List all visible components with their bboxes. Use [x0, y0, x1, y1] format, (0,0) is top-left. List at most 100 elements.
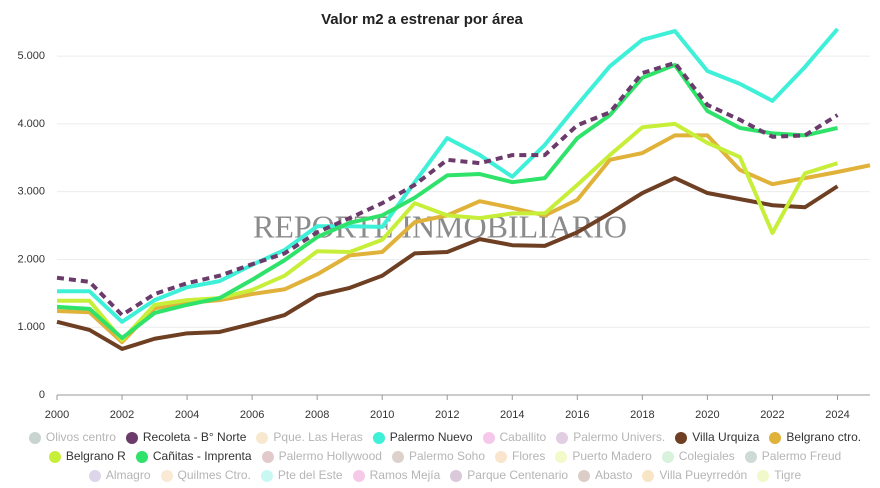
- legend-label: Villa Urquiza: [692, 430, 760, 444]
- legend-item[interactable]: Puerto Madero: [555, 447, 652, 466]
- legend-label: Olivos centro: [45, 430, 116, 444]
- legend-swatch: [125, 431, 138, 444]
- legend-item[interactable]: Pque. Las Heras: [256, 428, 363, 447]
- legend-label: Colegiales: [678, 449, 735, 463]
- legend-swatch: [391, 450, 404, 463]
- legend-item[interactable]: Villa Urquiza: [675, 428, 759, 447]
- legend-item[interactable]: Flores: [495, 447, 545, 466]
- series-line: [57, 27, 839, 324]
- y-tick-label: 4.000: [17, 118, 45, 130]
- legend-item[interactable]: Caballito: [482, 428, 547, 447]
- legend-label: Tigre: [774, 468, 802, 482]
- legend-item[interactable]: Palermo Univers.: [556, 428, 665, 447]
- legend-swatch: [135, 450, 148, 463]
- legend-item[interactable]: Olivos centro: [28, 428, 116, 447]
- legend-label: Almagro: [105, 468, 151, 482]
- legend-item[interactable]: Ramos Mejía: [352, 466, 441, 485]
- legend-label: Parque Centenario: [467, 468, 569, 482]
- legend-item[interactable]: Belgrano ctro.: [769, 428, 861, 447]
- x-tick-label: 2022: [760, 409, 784, 421]
- legend-swatch: [160, 469, 173, 482]
- legend-swatch: [372, 431, 385, 444]
- x-tick-label: 2002: [110, 409, 134, 421]
- x-tick-label: 2010: [370, 409, 394, 421]
- x-tick-label: 2020: [695, 409, 719, 421]
- legend-label: Palermo Freud: [761, 449, 842, 463]
- legend-label: Abasto: [595, 468, 633, 482]
- legend-label: Ramos Mejía: [369, 468, 441, 482]
- series-line: [57, 121, 839, 343]
- legend-item[interactable]: Colegiales: [661, 447, 735, 466]
- legend-label: Caballito: [499, 430, 547, 444]
- legend: Olivos centro Recoleta - B° Norte Pque. La…: [20, 428, 870, 485]
- legend-label: Villa Pueyrredón: [659, 468, 748, 482]
- y-tick-label: 0: [39, 389, 45, 401]
- legend-swatch: [256, 431, 269, 444]
- chart-title: Valor m2 a estrenar por área: [321, 11, 523, 28]
- legend-swatch: [578, 469, 591, 482]
- legend-swatch: [482, 431, 495, 444]
- x-tick-label: 2018: [630, 409, 654, 421]
- legend-item[interactable]: Tigre: [757, 466, 801, 485]
- legend-label: Pque. Las Heras: [273, 430, 363, 444]
- legend-item[interactable]: Villa Pueyrredón: [642, 466, 747, 485]
- legend-label: Cañitas - Imprenta: [152, 449, 252, 463]
- legend-label: Palermo Hollywood: [278, 449, 382, 463]
- legend-label: Pte del Este: [277, 468, 343, 482]
- x-tick-label: 2016: [565, 409, 589, 421]
- series-line: [56, 60, 839, 318]
- legend-swatch: [261, 450, 274, 463]
- legend-item[interactable]: Palermo Soho: [391, 447, 486, 466]
- x-tick-label: 2024: [825, 409, 849, 421]
- y-tick-label: 5.000: [17, 50, 45, 62]
- legend-item[interactable]: Palermo Nuevo: [372, 428, 473, 447]
- x-tick-label: 2004: [175, 409, 199, 421]
- legend-item[interactable]: Cañitas - Imprenta: [135, 447, 252, 466]
- legend-swatch: [352, 469, 365, 482]
- legend-label: Quilmes Ctro.: [177, 468, 251, 482]
- legend-label: Belgrano ctro.: [786, 430, 862, 444]
- x-tick-label: 2000: [45, 409, 69, 421]
- legend-item[interactable]: Belgrano R: [48, 447, 126, 466]
- y-tick-label: 3.000: [17, 186, 45, 198]
- legend-item[interactable]: Palermo Hollywood: [261, 447, 382, 466]
- chart: Valor m2 a estrenar por área 0 1.000 2.000…: [17, 11, 871, 421]
- legend-label: Palermo Univers.: [573, 430, 666, 444]
- legend-label: Palermo Soho: [408, 449, 486, 463]
- legend-swatch: [556, 431, 569, 444]
- legend-swatch: [642, 469, 655, 482]
- legend-item[interactable]: Recoleta - B° Norte: [125, 428, 247, 447]
- legend-swatch: [675, 431, 688, 444]
- legend-label: Belgrano R: [65, 449, 126, 463]
- legend-swatch: [555, 450, 568, 463]
- series-line: [56, 176, 839, 351]
- legend-item[interactable]: Pte del Este: [260, 466, 343, 485]
- legend-swatch: [495, 450, 508, 463]
- legend-item[interactable]: Quilmes Ctro.: [160, 466, 251, 485]
- x-tick-label: 2006: [240, 409, 264, 421]
- y-tick-label: 1.000: [17, 321, 45, 333]
- x-tick-label: 2008: [305, 409, 329, 421]
- legend-swatch: [28, 431, 41, 444]
- x-tick-label: 2014: [500, 409, 524, 421]
- legend-swatch: [744, 450, 757, 463]
- x-tick-label: 2012: [435, 409, 459, 421]
- legend-swatch: [450, 469, 463, 482]
- series-line: [56, 62, 838, 341]
- legend-swatch: [757, 469, 770, 482]
- legend-label: Palermo Nuevo: [389, 430, 473, 444]
- legend-swatch: [661, 450, 674, 463]
- legend-swatch: [48, 450, 61, 463]
- y-tick-label: 2.000: [17, 253, 45, 265]
- legend-item[interactable]: Palermo Freud: [744, 447, 842, 466]
- legend-item[interactable]: Parque Centenario: [450, 466, 568, 485]
- legend-item[interactable]: Abasto: [578, 466, 632, 485]
- legend-label: Flores: [512, 449, 546, 463]
- legend-swatch: [769, 431, 782, 444]
- legend-item[interactable]: Almagro: [88, 466, 151, 485]
- legend-label: Puerto Madero: [572, 449, 652, 463]
- legend-swatch: [260, 469, 273, 482]
- legend-swatch: [88, 469, 101, 482]
- legend-label: Recoleta - B° Norte: [142, 430, 247, 444]
